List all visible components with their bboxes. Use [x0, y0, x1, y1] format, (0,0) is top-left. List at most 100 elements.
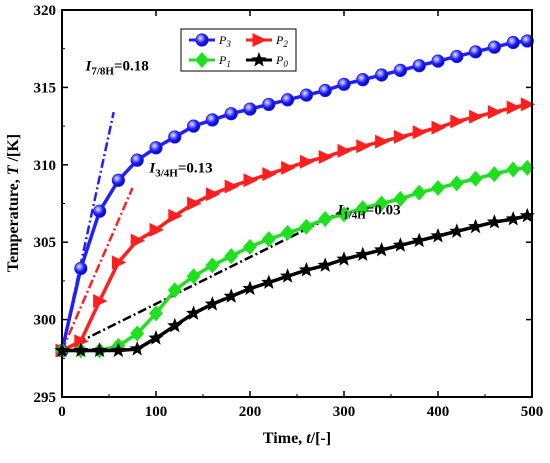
marker-point	[73, 342, 89, 358]
marker-point	[450, 49, 464, 64]
x-axis-title-prefix: Time,	[263, 430, 306, 447]
y-tick-label: 320	[34, 3, 57, 19]
anno-3-4h: I3/4H=0.13	[148, 161, 212, 180]
marker-point	[373, 241, 390, 257]
legend-label: P1	[218, 53, 231, 69]
anno-var: I	[85, 58, 93, 74]
marker-point	[412, 125, 428, 140]
marker-point	[469, 109, 484, 124]
x-tick-label: 100	[145, 404, 168, 420]
legend-label-main: P	[275, 53, 284, 67]
marker-point	[487, 105, 503, 120]
legend-item-P0: P0	[246, 52, 288, 69]
marker-point	[187, 119, 201, 133]
legend-label: P0	[275, 53, 288, 69]
marker-point	[299, 88, 313, 102]
marker-point	[243, 238, 257, 255]
legend-label-sub: 3	[225, 39, 231, 49]
y-tick-label: 310	[34, 158, 57, 174]
marker-point	[337, 206, 351, 223]
marker-point	[299, 218, 314, 235]
marker-point	[487, 40, 501, 54]
y-tick-label: 305	[34, 235, 57, 251]
anno-sub: 1/4H	[343, 209, 366, 221]
marker-point	[280, 224, 295, 241]
marker-point	[195, 33, 209, 47]
anno-var: I	[148, 161, 156, 177]
marker-point	[262, 97, 276, 112]
marker-point	[149, 305, 163, 322]
y-axis-title-var: T	[5, 164, 22, 175]
legend-label: P3	[218, 33, 231, 49]
marker-point	[506, 35, 520, 50]
marker-point	[149, 222, 164, 237]
marker-point	[506, 161, 521, 178]
marker-point	[243, 173, 258, 188]
marker-point	[449, 223, 465, 238]
plot-frame	[61, 9, 533, 398]
marker-point	[412, 59, 426, 73]
anno-1-4h: I1/4H=0.03	[336, 202, 400, 221]
marker-point	[149, 141, 163, 155]
marker-point	[431, 120, 446, 135]
marker-point	[167, 317, 183, 333]
marker-point	[356, 73, 370, 87]
anno-var: I	[336, 202, 344, 218]
marker-point	[93, 294, 108, 309]
marker-point	[520, 34, 534, 48]
tangent-line	[60, 187, 134, 352]
legend-item-P1: P1	[189, 52, 231, 69]
marker-point	[91, 342, 108, 358]
marker-point	[129, 341, 145, 356]
marker-point	[355, 246, 371, 262]
marker-point	[224, 179, 240, 194]
legend-label-main: P	[218, 33, 227, 47]
marker-point	[393, 129, 409, 144]
marker-point	[261, 231, 276, 248]
legend-label-sub: 2	[283, 39, 288, 49]
anno-7-8h: I7/8H=0.18	[85, 58, 149, 77]
anno-sub: 3/4H	[155, 168, 178, 180]
marker-point	[520, 97, 536, 112]
marker-point	[356, 139, 371, 154]
y-tick-label: 315	[34, 80, 57, 96]
marker-point	[318, 210, 333, 227]
y-axis-title: Temperature, T /[K]	[5, 134, 22, 272]
marker-point	[243, 102, 257, 116]
marker-point	[431, 54, 445, 68]
x-axis-title: Time, t/[-]	[263, 430, 331, 447]
marker-point	[299, 154, 315, 169]
x-tick-label: 500	[521, 404, 544, 420]
marker-point	[279, 268, 296, 283]
marker-point	[281, 160, 296, 175]
marker-point	[224, 248, 239, 265]
anno-value: =0.03	[366, 202, 401, 218]
series-P2	[55, 97, 536, 358]
x-tick-label: 300	[333, 404, 356, 420]
legend-label: P2	[275, 33, 288, 49]
y-tick-label: 295	[34, 390, 57, 406]
y-axis-title-prefix: Temperature,	[5, 175, 22, 272]
marker-point	[195, 52, 209, 68]
marker-point	[375, 134, 390, 149]
marker-point	[317, 257, 333, 272]
anno-sub: 7/8H	[91, 65, 114, 77]
marker-point	[148, 330, 164, 345]
legend-label-sub: 1	[226, 59, 231, 69]
marker-point	[252, 33, 267, 47]
marker-point	[393, 190, 408, 207]
legend-label-main: P	[218, 53, 227, 67]
legend-label-main: P	[275, 33, 284, 47]
x-tick-label: 0	[58, 404, 66, 420]
marker-point	[187, 196, 202, 211]
marker-point	[467, 218, 484, 234]
marker-point	[205, 187, 221, 202]
marker-point	[486, 214, 503, 229]
marker-point	[130, 153, 144, 167]
series-line	[62, 166, 528, 353]
anno-value: =0.18	[114, 58, 149, 74]
marker-point	[337, 143, 352, 158]
marker-point	[185, 305, 202, 320]
